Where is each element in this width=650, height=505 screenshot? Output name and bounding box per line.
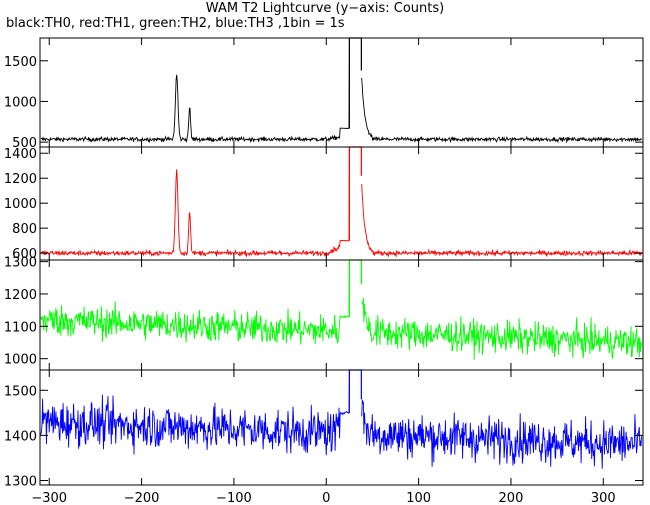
y-tick-label: 800 <box>12 222 37 237</box>
panel-frame-th0 <box>39 37 644 148</box>
burst-step-th2 <box>348 259 362 317</box>
y-tick-label: 1200 <box>4 288 37 303</box>
x-tick-label: −300 <box>31 491 67 505</box>
series-line-th2 <box>40 259 642 360</box>
y-tick-label: 1200 <box>4 172 37 187</box>
chart-title: WAM T2 Lightcurve (y−axis: Counts) <box>205 1 445 16</box>
x-tick-label: −200 <box>124 491 160 505</box>
x-tick-label: 100 <box>406 491 431 505</box>
y-tick-label: 1000 <box>4 197 37 212</box>
panel-frame-th1 <box>39 146 644 261</box>
y-tick-label: 1100 <box>4 320 37 335</box>
y-tick-label: 1500 <box>4 55 37 70</box>
x-tick-label: 200 <box>499 491 524 505</box>
y-tick-label: 600 <box>12 247 37 262</box>
y-tick-label: 1000 <box>4 95 37 110</box>
y-tick-label: 1000 <box>4 353 37 368</box>
chart-subtitle: black:TH0, red:TH1, green:TH2, blue:TH3 … <box>6 16 345 31</box>
y-tick-label: 1400 <box>4 147 37 162</box>
panel-frame-th3 <box>39 369 644 486</box>
burst-step-th0 <box>348 37 362 129</box>
series-line-th0 <box>40 37 642 144</box>
burst-step-th3 <box>348 369 362 413</box>
y-tick-label: 500 <box>12 136 37 151</box>
x-tick-label: 0 <box>322 491 330 505</box>
panel-frame-th2 <box>39 259 644 371</box>
burst-step-th1 <box>348 146 362 241</box>
y-tick-label: 1500 <box>4 384 37 399</box>
x-tick-label: −100 <box>216 491 252 505</box>
y-tick-label: 1300 <box>4 474 37 489</box>
y-tick-label: 1400 <box>4 429 37 444</box>
x-tick-label: 300 <box>591 491 616 505</box>
series-line-th3 <box>40 369 642 469</box>
series-line-th1 <box>40 146 642 258</box>
y-tick-label: 1300 <box>4 256 37 271</box>
